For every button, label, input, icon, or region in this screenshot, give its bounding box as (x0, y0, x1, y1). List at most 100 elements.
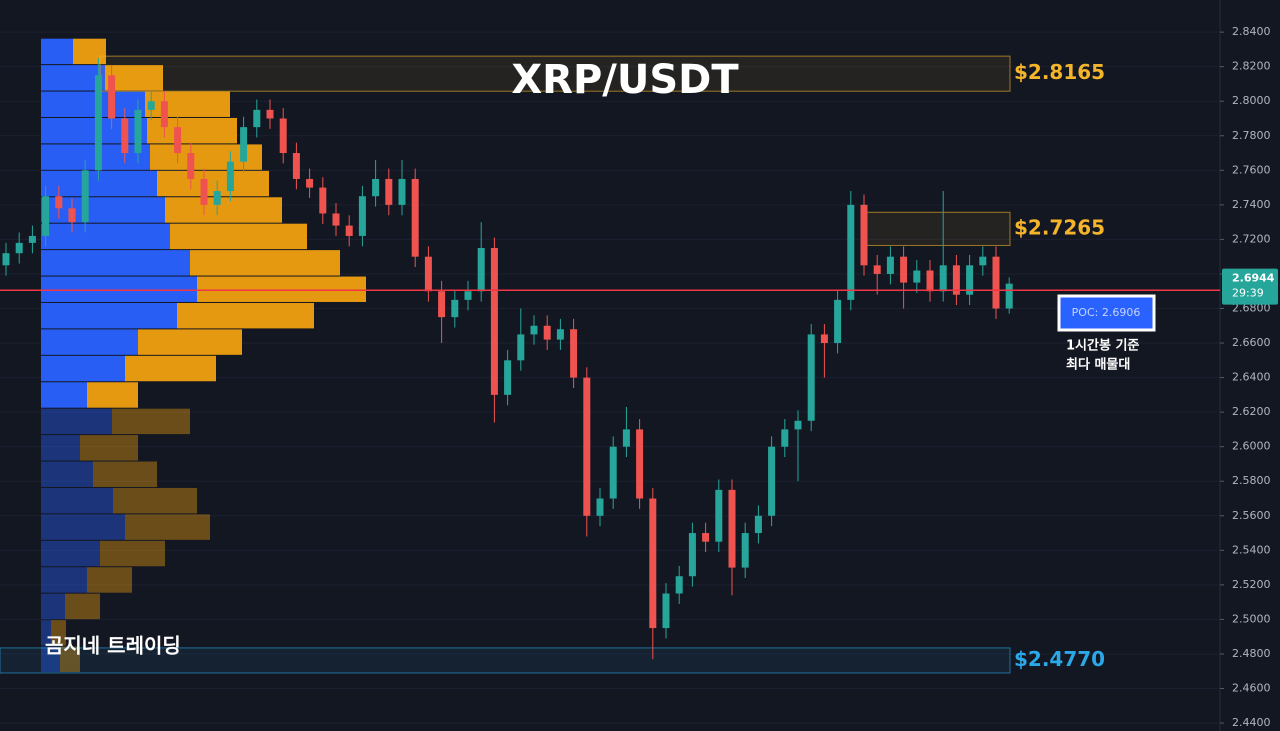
candle-body (28, 235, 36, 243)
countdown-label: 29:39 (1232, 287, 1264, 300)
y-tick-label: 2.7400 (1232, 198, 1271, 211)
profile-buy-bar (41, 38, 73, 65)
candle-body (741, 533, 749, 568)
profile-sell-bar (125, 514, 210, 540)
y-tick-label: 2.8400 (1232, 25, 1271, 38)
y-tick-label: 2.6000 (1232, 440, 1271, 453)
candle-body (332, 213, 340, 226)
profile-buy-bar (41, 250, 190, 276)
profile-sell-bar (147, 117, 237, 144)
candle-body (200, 178, 208, 205)
candle-body (754, 515, 762, 534)
profile-buy-bar (41, 170, 157, 197)
candle-body (596, 498, 604, 516)
candle-body (583, 377, 591, 516)
candle-body (226, 161, 234, 192)
profile-sell-bar (190, 250, 340, 276)
level-label: $2.4770 (1014, 647, 1105, 671)
last-price-label: 2.6944 (1232, 272, 1275, 285)
profile-buy-bar (41, 540, 100, 567)
candle-body (213, 191, 221, 205)
candle-body (438, 291, 446, 318)
candle-body (2, 253, 10, 266)
annotation: 최다 매물대 (1066, 357, 1130, 373)
annotation: 1시간봉 기준 (1066, 338, 1139, 354)
candle-body (1005, 283, 1013, 309)
poc-label: POC: 2.6906 (1072, 306, 1141, 319)
candle-body (94, 75, 102, 171)
candle-body (464, 291, 472, 300)
candle-body (174, 127, 182, 154)
candle-body (873, 265, 881, 274)
profile-buy-bar (41, 223, 170, 250)
y-tick-label: 2.5800 (1232, 474, 1271, 487)
profile-buy-bar (41, 461, 93, 487)
candle-body (820, 334, 828, 344)
profile-sell-bar (157, 170, 269, 197)
candle-body (794, 420, 802, 430)
candle-body (81, 170, 89, 223)
candle-body (147, 101, 155, 110)
candle-body (160, 101, 168, 128)
y-tick-label: 2.4400 (1232, 716, 1271, 729)
profile-buy-bar (41, 408, 112, 435)
y-tick-label: 2.7600 (1232, 163, 1271, 176)
level-label: $2.8165 (1014, 60, 1105, 84)
candle-body (411, 178, 419, 257)
level-label: $2.7265 (1014, 215, 1105, 239)
candle-body (15, 242, 23, 254)
y-tick-label: 2.7200 (1232, 232, 1271, 245)
candle-body (939, 265, 947, 292)
profile-sell-bar (112, 408, 190, 435)
candle-body (108, 75, 116, 119)
candle-body (385, 178, 393, 205)
candle-body (292, 153, 300, 179)
profile-buy-bar (41, 302, 177, 329)
candle-body (649, 498, 657, 629)
candle-body (886, 256, 894, 274)
y-tick-label: 2.5000 (1232, 612, 1271, 625)
candle-body (530, 325, 538, 335)
candle-body (477, 248, 485, 292)
candle-body (134, 109, 142, 154)
candle-body (517, 334, 525, 361)
profile-sell-bar (177, 302, 314, 329)
level-zone (99, 55, 1011, 92)
candle-body (966, 265, 974, 295)
candle-body (121, 118, 129, 154)
last-price-badge (1222, 268, 1278, 305)
y-tick-label: 2.4800 (1232, 647, 1271, 660)
profile-sell-bar (87, 382, 138, 408)
profile-buy-bar (41, 355, 125, 382)
candle-body (504, 360, 512, 395)
profile-buy-bar (41, 646, 60, 672)
candle-body (675, 576, 683, 594)
profile-sell-bar (197, 276, 366, 302)
profile-sell-bar (170, 223, 307, 250)
candle-body (55, 196, 63, 209)
candle-body (556, 329, 564, 340)
candle-body (992, 256, 1000, 309)
candle-body (636, 429, 644, 499)
candle-body (543, 325, 551, 340)
candle-body (266, 109, 274, 119)
y-tick-label: 2.5400 (1232, 543, 1271, 556)
candle-body (702, 533, 710, 542)
candle-body (490, 248, 498, 395)
profile-sell-bar (125, 355, 216, 382)
candle-body (253, 109, 261, 128)
profile-sell-bar (145, 91, 230, 117)
profile-sell-bar (165, 197, 282, 223)
profile-buy-bar (41, 620, 51, 646)
y-tick-label: 2.8200 (1232, 60, 1271, 73)
level-zone (0, 647, 1011, 674)
candle-body (187, 153, 195, 179)
candle-body (398, 178, 406, 205)
profile-buy-bar (41, 593, 65, 620)
candle-body (306, 178, 314, 188)
candle-body (834, 299, 842, 344)
watermark: 곰지네 트레이딩 (45, 634, 181, 658)
candle-body (570, 329, 578, 378)
candle-body (358, 196, 366, 236)
